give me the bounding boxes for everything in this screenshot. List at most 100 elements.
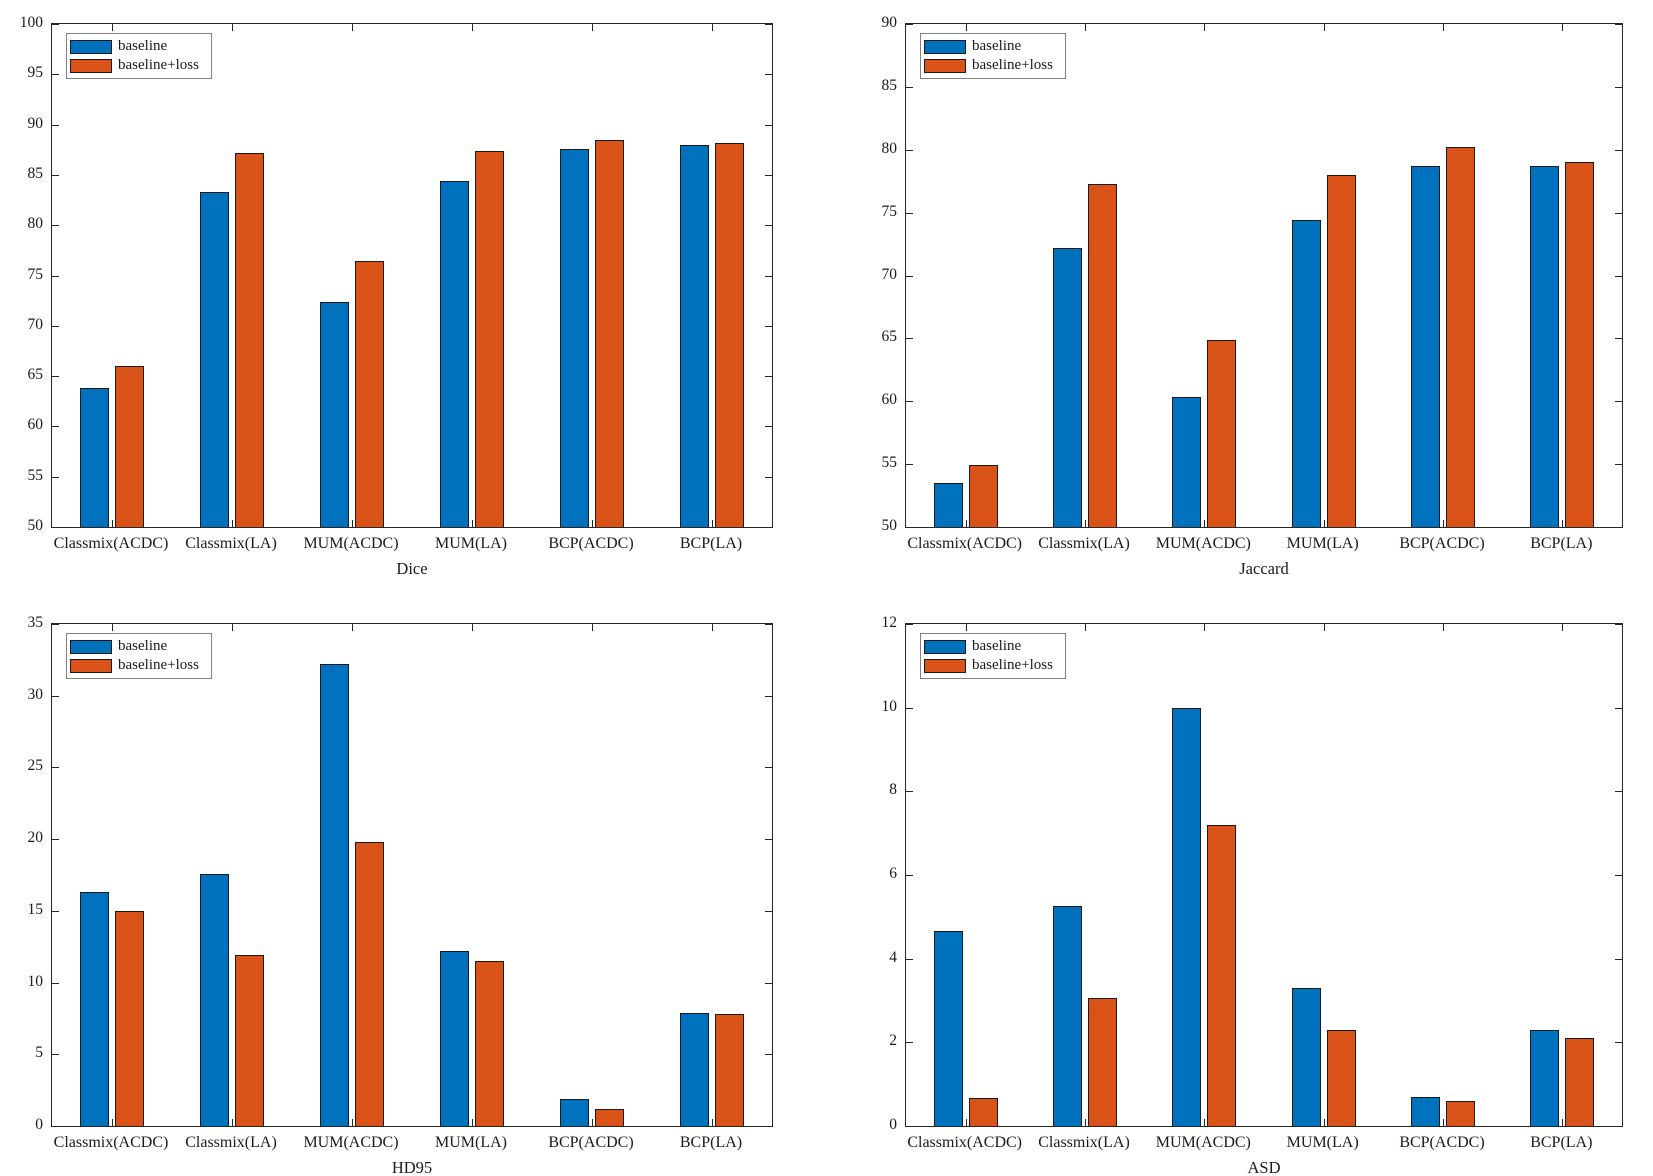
y-tick (906, 875, 913, 876)
bar-dice-classmix-acdc-baseline-loss (115, 366, 144, 527)
x-tick (965, 520, 967, 527)
bar-dice-mum-la-baseline-loss (475, 150, 504, 527)
y-tick-label: 70 (881, 265, 898, 283)
x-category-label: Classmix(LA) (185, 1134, 277, 1151)
bar-hd95-classmix-acdc-baseline-loss (115, 910, 144, 1126)
bar-jaccard-bcp-la-baseline-loss (1565, 162, 1595, 527)
x-tick (352, 624, 353, 631)
y-tick-label: 85 (27, 164, 44, 182)
y-tick (765, 624, 772, 625)
x-tick (965, 1119, 967, 1126)
bar-dice-bcp-acdc-baseline (560, 148, 589, 527)
legend-swatch-baseline-loss (70, 658, 112, 673)
x-tick (592, 1119, 593, 1126)
x-tick (1323, 624, 1325, 631)
x-category-label: BCP(ACDC) (548, 1134, 634, 1151)
x-tick (1562, 624, 1564, 631)
y-tick (906, 275, 913, 277)
y-tick-label: 12 (881, 614, 898, 631)
bar-dice-classmix-acdc-baseline (80, 388, 109, 527)
y-tick-label: 65 (881, 328, 898, 346)
x-tick (592, 624, 593, 631)
x-category-label: MUM(LA) (1286, 535, 1359, 552)
legend-label: baseline+loss (972, 57, 1053, 73)
x-tick (712, 624, 713, 631)
bar-dice-mum-la-baseline (440, 180, 469, 527)
y-tick (765, 767, 772, 769)
bar-dice-bcp-la-baseline (680, 144, 709, 527)
x-category-label: Classmix(LA) (1038, 535, 1130, 552)
y-tick (765, 476, 772, 478)
bar-asd-classmix-la-baseline-loss (1088, 998, 1117, 1126)
y-tick (765, 982, 772, 984)
x-tick (592, 520, 593, 527)
bar-hd95-bcp-acdc-baseline (560, 1098, 589, 1126)
bar-jaccard-classmix-la-baseline (1053, 247, 1082, 527)
x-category-label: Classmix(LA) (185, 535, 277, 552)
x-tick (1204, 624, 1206, 631)
x-category-label: MUM(LA) (435, 535, 507, 552)
y-tick (1615, 958, 1622, 960)
x-tick (352, 520, 353, 527)
x-category-label: MUM(ACDC) (303, 535, 399, 552)
x-tick (965, 24, 967, 31)
bar-hd95-mum-la-baseline-loss (475, 961, 504, 1126)
bar-dice-classmix-la-baseline-loss (235, 152, 264, 527)
y-tick (1615, 1126, 1622, 1127)
y-tick (52, 839, 59, 841)
y-tick (52, 527, 59, 528)
y-tick-label: 8 (889, 781, 897, 799)
y-tick (765, 839, 772, 841)
y-tick (906, 464, 913, 466)
y-tick (906, 958, 913, 960)
y-tick-label: 50 (27, 517, 44, 534)
x-tick (112, 24, 113, 31)
legend-row: baseline+loss (70, 656, 199, 675)
x-tick (112, 1119, 113, 1126)
plot-area-dice: baseline baseline+loss (51, 23, 773, 528)
y-tick (906, 791, 913, 793)
y-tick (1615, 527, 1622, 528)
x-tick (472, 24, 473, 31)
x-tick (1085, 520, 1086, 527)
y-tick-label: 75 (27, 265, 44, 283)
bar-hd95-mum-acdc-baseline (320, 664, 349, 1126)
bar-jaccard-classmix-acdc-baseline (933, 483, 963, 527)
x-tick (592, 24, 593, 31)
y-tick (52, 225, 59, 227)
x-category-label: MUM(ACDC) (1155, 1134, 1251, 1151)
y-tick-label: 55 (881, 454, 898, 472)
y-tick (765, 376, 772, 378)
legend-swatch-baseline (924, 39, 966, 54)
legend-label: baseline+loss (972, 657, 1053, 673)
legend-row: baseline+loss (70, 56, 199, 75)
y-tick-label: 0 (889, 1116, 897, 1133)
y-tick-label: 50 (881, 517, 898, 534)
x-tick (472, 624, 473, 631)
y-tick (765, 124, 772, 126)
x-tick (1443, 1119, 1444, 1126)
bar-asd-mum-acdc-baseline-loss (1207, 824, 1237, 1126)
legend-label: baseline (118, 38, 168, 54)
chart-hd95: baseline baseline+loss 0 5 10 15 20 25 30 35 Class… (28, 614, 773, 1176)
y-tick (1615, 149, 1622, 151)
legend-swatch-baseline-loss (70, 58, 112, 73)
y-tick (52, 124, 59, 126)
y-tick-label: 90 (881, 14, 898, 31)
y-tick (52, 695, 59, 697)
x-tick (1323, 1119, 1325, 1126)
y-tick-label: 55 (27, 466, 44, 484)
y-tick (765, 325, 772, 327)
y-tick (765, 1054, 772, 1056)
y-tick (52, 910, 59, 912)
y-tick (765, 695, 772, 697)
bar-hd95-classmix-la-baseline-loss (235, 955, 264, 1126)
y-tick (906, 149, 913, 151)
y-tick (906, 1126, 913, 1127)
plot-area-hd95: baseline baseline+loss (51, 623, 773, 1127)
x-tick (1085, 624, 1086, 631)
bar-asd-classmix-acdc-baseline (933, 931, 963, 1126)
y-tick-label: 30 (27, 685, 44, 703)
legend-row: baseline (70, 37, 199, 56)
x-tick (1204, 1119, 1206, 1126)
